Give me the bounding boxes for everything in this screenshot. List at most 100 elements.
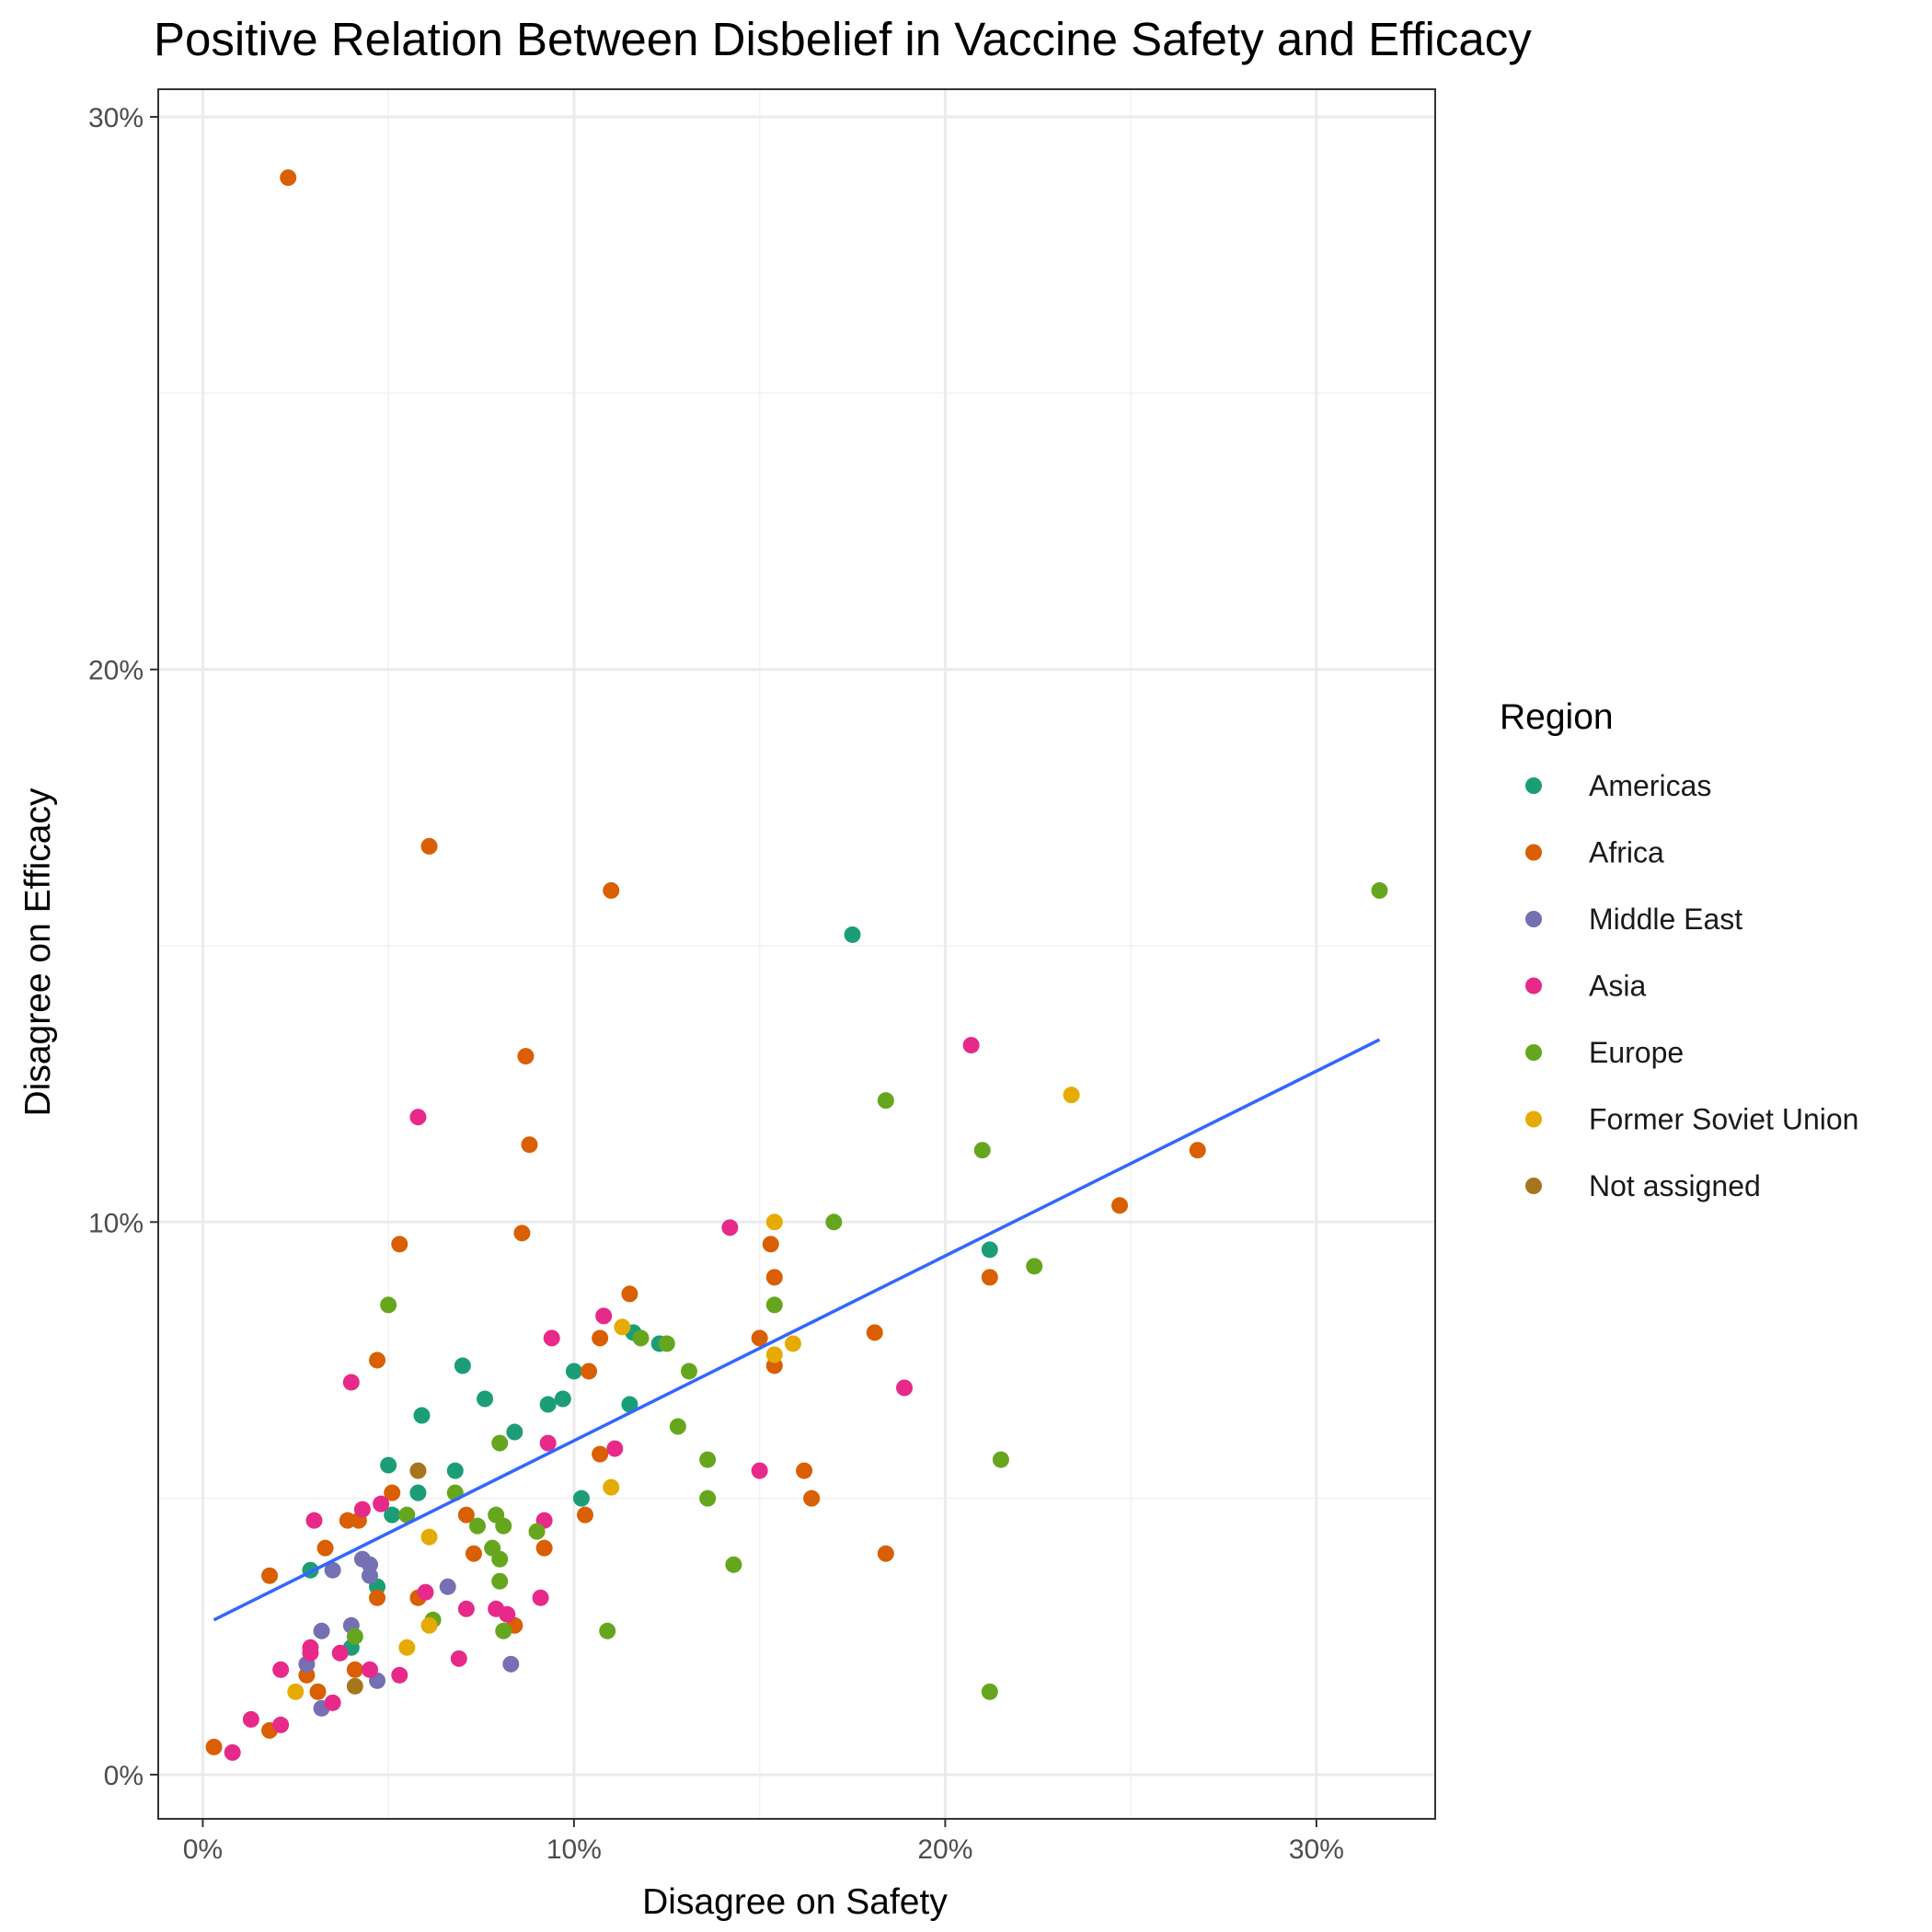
legend-label: Former Soviet Union bbox=[1589, 1103, 1858, 1136]
data-point bbox=[669, 1418, 686, 1435]
data-point bbox=[398, 1639, 416, 1656]
data-point bbox=[606, 1440, 624, 1457]
data-point bbox=[699, 1489, 717, 1507]
data-point bbox=[280, 169, 297, 187]
data-point bbox=[502, 1655, 520, 1673]
data-point bbox=[513, 1225, 531, 1242]
data-point bbox=[491, 1550, 509, 1568]
data-point bbox=[762, 1236, 779, 1253]
data-point bbox=[866, 1324, 883, 1341]
data-point bbox=[572, 1489, 590, 1507]
data-point bbox=[825, 1213, 843, 1231]
data-point bbox=[765, 1346, 783, 1363]
data-point bbox=[577, 1506, 594, 1524]
data-point bbox=[603, 881, 620, 899]
data-point bbox=[595, 1307, 613, 1325]
plot-panel bbox=[158, 89, 1435, 1819]
data-point bbox=[342, 1374, 360, 1391]
data-point bbox=[1371, 881, 1388, 899]
data-point bbox=[981, 1683, 998, 1700]
data-point bbox=[992, 1451, 1009, 1468]
data-point bbox=[565, 1363, 582, 1380]
x-tick-label: 30% bbox=[1289, 1834, 1344, 1865]
data-point bbox=[420, 1528, 438, 1546]
data-point bbox=[896, 1379, 914, 1397]
data-point bbox=[324, 1694, 341, 1711]
series-asia bbox=[224, 1037, 980, 1761]
data-point bbox=[446, 1462, 464, 1479]
data-point bbox=[539, 1396, 557, 1413]
data-point bbox=[287, 1683, 305, 1700]
data-point bbox=[592, 1445, 609, 1463]
x-tick-label: 0% bbox=[183, 1834, 223, 1865]
data-point bbox=[751, 1329, 768, 1347]
x-tick-label: 20% bbox=[917, 1834, 972, 1865]
data-point bbox=[621, 1285, 638, 1303]
data-point bbox=[1063, 1087, 1080, 1104]
legend-swatch bbox=[1525, 911, 1542, 927]
legend-item-europe: Europe bbox=[1525, 1036, 1684, 1069]
legend-label: Europe bbox=[1589, 1036, 1684, 1069]
data-point bbox=[420, 1616, 438, 1634]
data-point bbox=[499, 1605, 516, 1623]
legend-label: Not assigned bbox=[1589, 1169, 1761, 1202]
data-point bbox=[535, 1539, 553, 1557]
legend-item-africa: Africa bbox=[1525, 836, 1664, 869]
data-point bbox=[784, 1335, 801, 1352]
data-point bbox=[765, 1269, 783, 1286]
legend-label: Middle East bbox=[1589, 903, 1742, 936]
data-point bbox=[528, 1523, 546, 1540]
data-point bbox=[469, 1517, 486, 1535]
data-point bbox=[981, 1241, 998, 1259]
data-point bbox=[521, 1136, 538, 1154]
series-americas bbox=[302, 926, 998, 1656]
data-point bbox=[439, 1578, 456, 1595]
data-point bbox=[699, 1451, 717, 1468]
data-point bbox=[369, 1351, 386, 1369]
legend-swatch bbox=[1525, 1044, 1542, 1061]
data-point bbox=[409, 1109, 427, 1126]
data-point bbox=[1189, 1142, 1206, 1159]
data-point bbox=[420, 837, 438, 855]
legend-swatch bbox=[1525, 844, 1542, 861]
data-point bbox=[803, 1489, 821, 1507]
data-point bbox=[457, 1600, 475, 1617]
data-point bbox=[324, 1561, 341, 1579]
data-point bbox=[543, 1329, 560, 1347]
legend-label: Africa bbox=[1589, 836, 1664, 869]
data-point bbox=[242, 1710, 259, 1728]
data-point bbox=[658, 1335, 675, 1352]
data-point bbox=[539, 1434, 557, 1452]
data-point bbox=[844, 926, 861, 943]
data-point bbox=[380, 1456, 397, 1474]
data-point bbox=[316, 1539, 334, 1557]
chart-title: Positive Relation Between Disbelief in V… bbox=[154, 13, 1532, 65]
legend-swatch bbox=[1525, 1178, 1542, 1194]
data-point bbox=[369, 1589, 386, 1606]
data-point bbox=[877, 1545, 894, 1562]
x-tick-label: 10% bbox=[546, 1834, 602, 1865]
panel-background bbox=[158, 89, 1435, 1819]
legend-item-asia: Asia bbox=[1525, 970, 1646, 1003]
data-point bbox=[725, 1556, 742, 1573]
legend-label: Asia bbox=[1589, 970, 1646, 1003]
legend-item-americas: Americas bbox=[1525, 769, 1711, 802]
legend-title: Region bbox=[1500, 697, 1614, 737]
data-point bbox=[680, 1363, 697, 1380]
data-point bbox=[614, 1318, 631, 1336]
legend-item-not-assigned: Not assigned bbox=[1525, 1169, 1761, 1202]
data-point bbox=[373, 1495, 390, 1512]
data-point bbox=[205, 1738, 223, 1755]
data-point bbox=[391, 1236, 408, 1253]
data-points bbox=[205, 169, 1388, 1761]
data-point bbox=[491, 1572, 509, 1590]
trend-line-group bbox=[213, 1038, 1381, 1622]
data-point bbox=[603, 1478, 620, 1496]
y-tick-label: 0% bbox=[104, 1761, 144, 1791]
data-point bbox=[465, 1545, 482, 1562]
data-point bbox=[454, 1357, 471, 1374]
data-point bbox=[532, 1589, 549, 1606]
data-point bbox=[450, 1650, 467, 1667]
data-point bbox=[495, 1517, 512, 1535]
